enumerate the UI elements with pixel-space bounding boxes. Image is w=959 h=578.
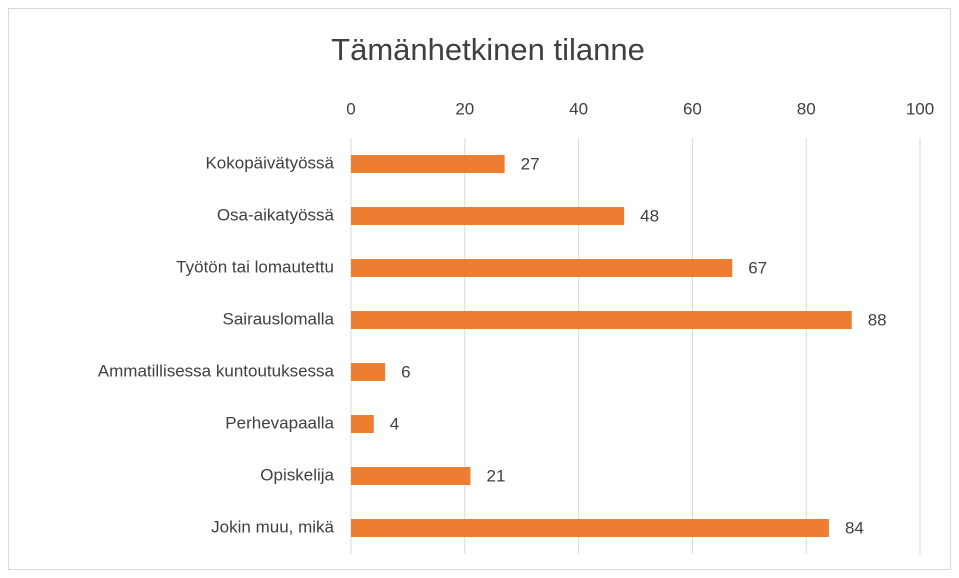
y-tick-label: Työtön tai lomautettu (176, 257, 334, 276)
data-label: 6 (401, 362, 410, 381)
data-label: 67 (748, 258, 767, 277)
y-tick-label: Opiskelija (260, 465, 334, 484)
y-tick-label: Kokopäivätyössä (205, 153, 334, 172)
y-tick-label: Ammatillisessa kuntoutuksessa (98, 361, 335, 380)
y-tick-label: Jokin muu, mikä (211, 517, 334, 536)
data-label: 4 (390, 414, 399, 433)
bar (351, 207, 625, 225)
y-tick-label: Osa-aikatyössä (217, 205, 335, 224)
bar (351, 467, 471, 485)
bar (351, 363, 386, 381)
y-tick-label: Sairauslomalla (223, 309, 335, 328)
bar (351, 519, 829, 537)
chart-frame (8, 8, 951, 570)
data-label: 48 (640, 206, 659, 225)
data-label: 88 (868, 310, 887, 329)
bar (351, 155, 505, 173)
bar (351, 415, 374, 433)
x-tick-label: 100 (906, 99, 934, 118)
y-tick-label: Perhevapaalla (225, 413, 334, 432)
bar (351, 311, 852, 329)
data-label: 21 (486, 466, 505, 485)
x-tick-label: 80 (797, 99, 816, 118)
x-tick-label: 40 (569, 99, 588, 118)
bar (351, 259, 733, 277)
x-tick-label: 20 (455, 99, 474, 118)
data-label: 84 (845, 518, 864, 537)
chart-title: Tämänhetkinen tilanne (331, 32, 645, 67)
data-label: 27 (521, 154, 540, 173)
x-tick-label: 0 (346, 99, 355, 118)
x-tick-label: 60 (683, 99, 702, 118)
